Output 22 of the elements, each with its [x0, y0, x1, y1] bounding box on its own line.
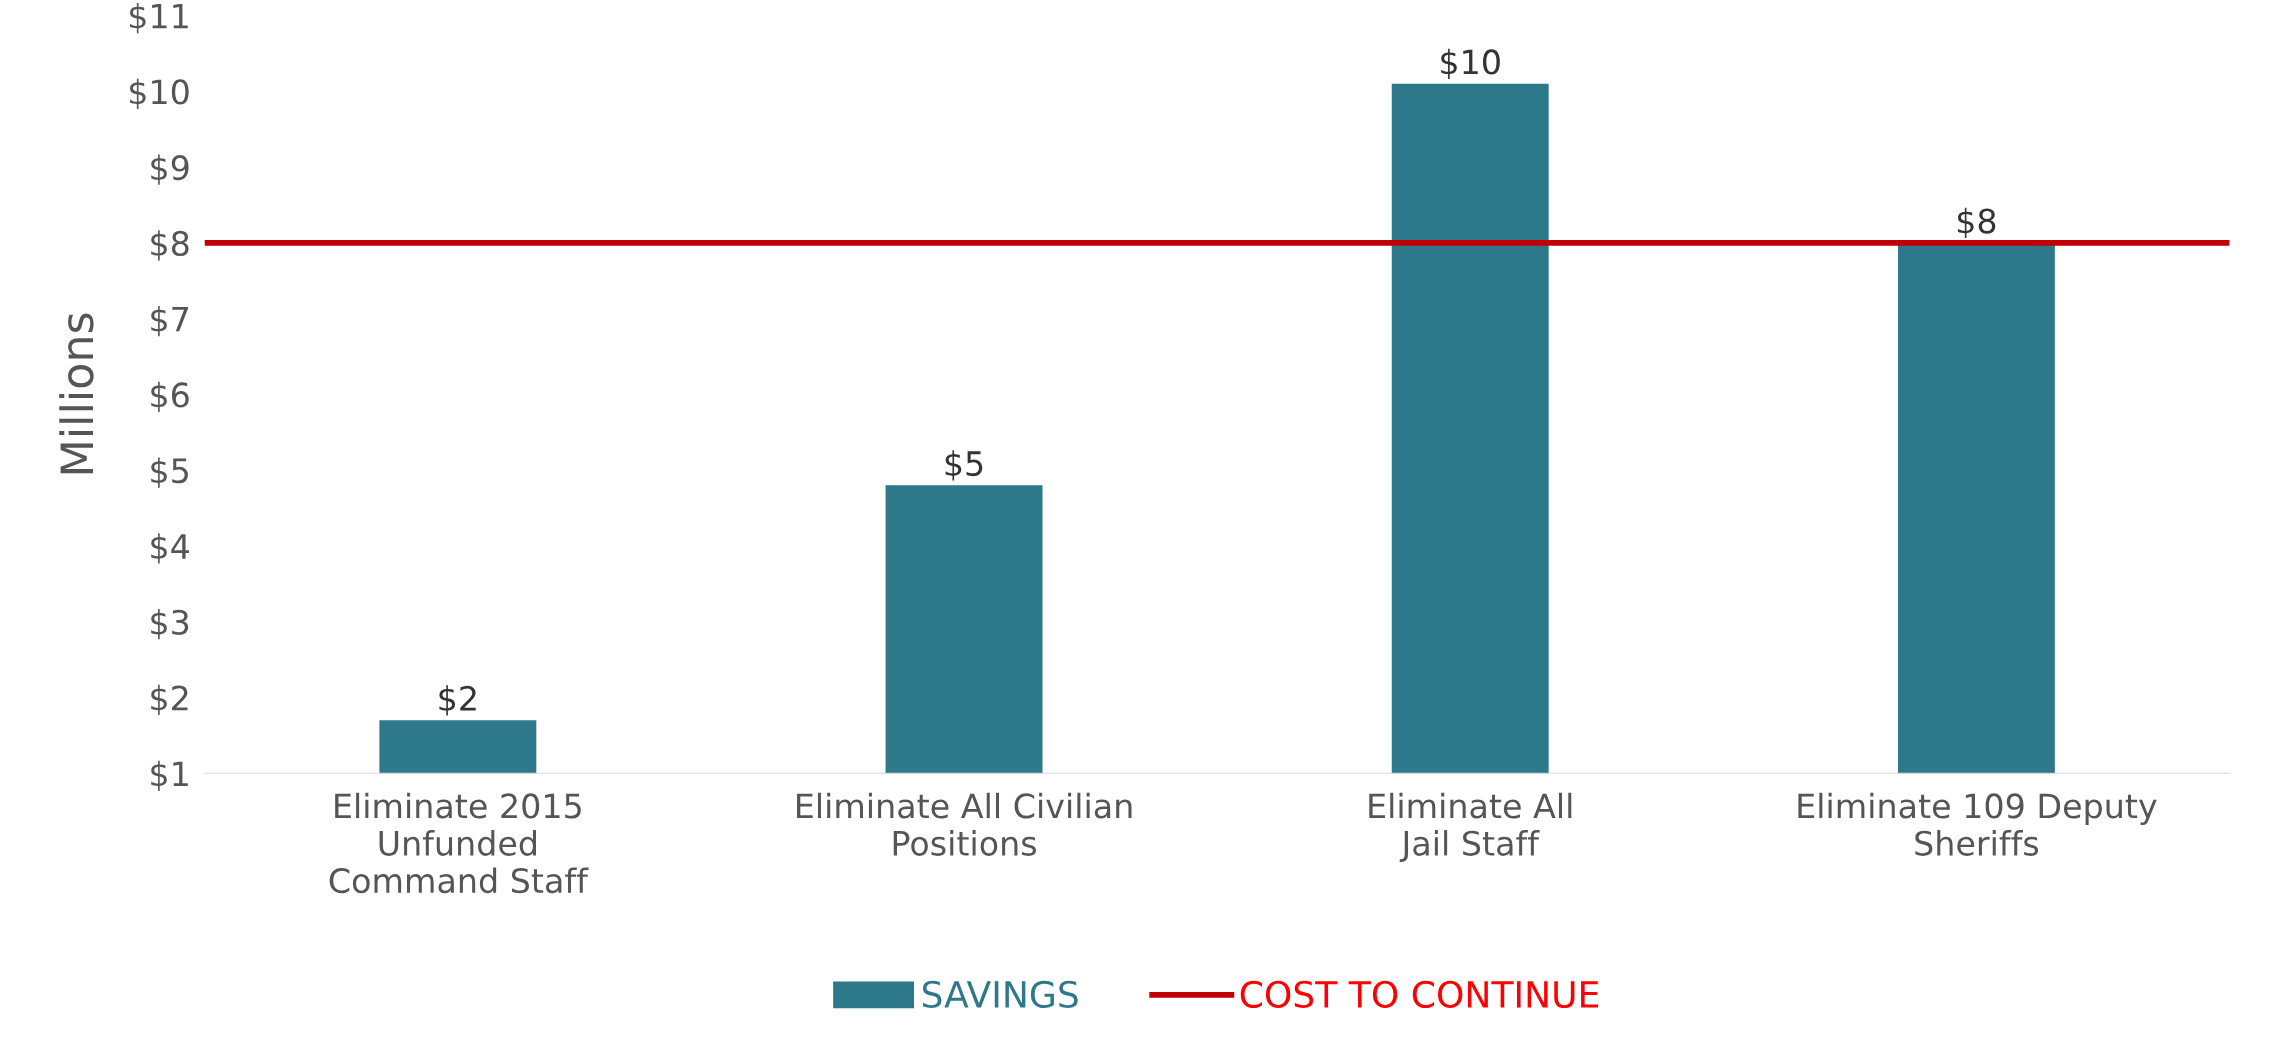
data-label: $5	[945, 450, 983, 481]
y-tick-label: $11	[130, 2, 188, 34]
y-tick-label: $4	[151, 533, 189, 564]
x-tick-label: Eliminate All Civilian Positions	[797, 792, 1132, 856]
data-label: $8	[1957, 207, 1996, 239]
y-tick-label: $10	[130, 78, 189, 109]
x-tick-label: Eliminate 109 Deputy Sheriffs	[1798, 792, 2157, 856]
y-tick-label: $1	[151, 760, 188, 791]
legend-label: COST TO CONTINUE	[1240, 980, 1599, 1009]
y-axis-title: Millions	[59, 313, 94, 474]
y-tick-label: $3	[151, 609, 189, 640]
data-label: $10	[1441, 48, 1500, 79]
data-label: $2	[439, 685, 476, 716]
y-tick-label: $2	[151, 684, 188, 716]
x-tick-label: Eliminate All Jail Staff	[1369, 792, 1572, 863]
y-tick-label: $9	[151, 154, 189, 185]
legend-label: SAVINGS	[922, 980, 1078, 1009]
y-tick-label: $8	[151, 230, 189, 261]
y-tick-label: $5	[151, 457, 188, 488]
x-tick-label: Eliminate 2015 Unfunded Command Staff	[329, 792, 589, 894]
y-tick-label: $6	[151, 381, 189, 413]
y-tick-label: $7	[151, 306, 189, 337]
